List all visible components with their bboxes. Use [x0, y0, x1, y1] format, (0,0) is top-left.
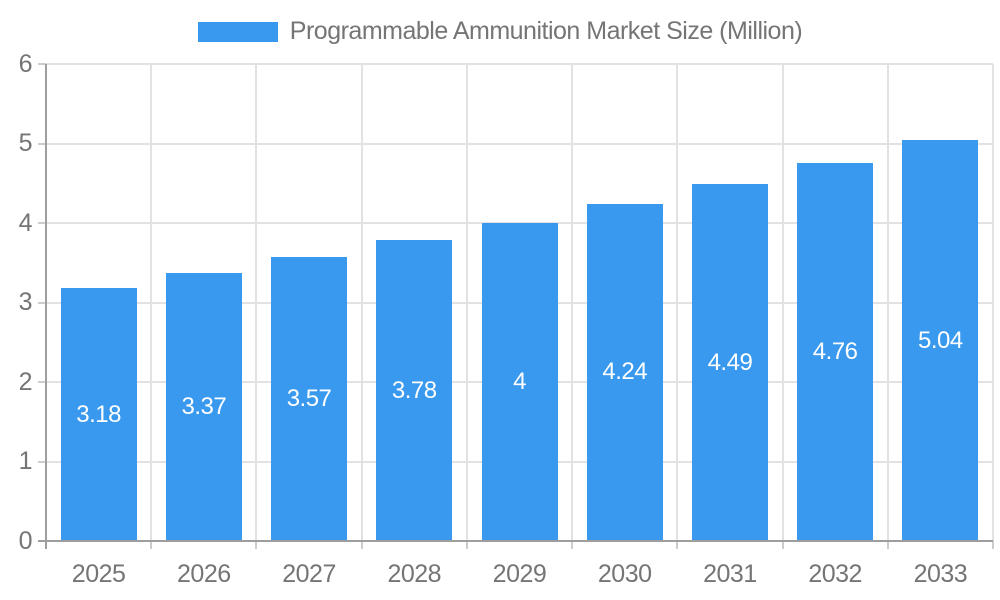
- bar-value-label: 4: [513, 368, 526, 395]
- h-gridline: [46, 63, 993, 65]
- y-axis-line: [45, 64, 47, 549]
- x-axis-tick: [360, 541, 363, 549]
- v-gridline: [150, 64, 153, 541]
- legend-swatch: [197, 21, 278, 42]
- bar[interactable]: [165, 273, 242, 541]
- h-gridline: [46, 142, 993, 145]
- y-tick-label: 3: [18, 288, 33, 316]
- x-axis-tick: [465, 541, 468, 549]
- x-axis-tick: [886, 541, 889, 549]
- v-gridline: [676, 64, 679, 541]
- bar[interactable]: [797, 162, 874, 541]
- bar-value-label: 4.49: [707, 348, 753, 376]
- bar-value-label: 4.76: [812, 337, 858, 365]
- y-tick-label: 2: [18, 367, 33, 396]
- y-axis-tick: [38, 301, 46, 304]
- x-axis-tick: [992, 541, 994, 549]
- x-axis-tick: [150, 541, 153, 549]
- x-axis-tick: [571, 541, 574, 549]
- x-tick-label: 2026: [177, 560, 231, 588]
- y-tick-label: 5: [18, 129, 33, 157]
- x-tick-label: 2032: [808, 560, 862, 588]
- bar-value-label: 5.04: [918, 326, 963, 354]
- y-axis-tick: [38, 222, 46, 224]
- x-tick-label: 2028: [387, 560, 442, 588]
- bar[interactable]: [60, 288, 137, 541]
- v-gridline: [781, 64, 784, 541]
- x-tick-label: 2033: [913, 560, 968, 588]
- y-tick-label: 4: [18, 208, 33, 237]
- bar[interactable]: [376, 240, 453, 541]
- legend[interactable]: Programmable Ammunition Market Size (Mil…: [0, 17, 1000, 46]
- x-tick-label: 2030: [597, 560, 652, 588]
- bar-value-label: 3.78: [391, 376, 437, 404]
- v-gridline: [465, 64, 468, 541]
- x-tick-label: 2027: [282, 560, 336, 588]
- x-axis-tick: [255, 541, 258, 549]
- v-gridline: [992, 64, 994, 541]
- bar[interactable]: [691, 184, 768, 541]
- legend-label: Programmable Ammunition Market Size (Mil…: [289, 17, 803, 45]
- x-axis-tick: [781, 541, 784, 549]
- bar-value-label: 3.18: [76, 400, 121, 428]
- y-axis-tick: [38, 142, 46, 145]
- v-gridline: [571, 64, 574, 541]
- x-axis-tick: [676, 541, 679, 549]
- y-tick-label: 6: [18, 49, 33, 78]
- y-axis-tick: [38, 460, 46, 463]
- bar-value-label: 3.37: [181, 393, 227, 421]
- y-tick-label: 0: [18, 526, 33, 555]
- v-gridline: [255, 64, 258, 541]
- x-tick-label: 2031: [703, 560, 757, 588]
- v-gridline: [886, 64, 889, 541]
- y-axis-tick: [38, 381, 46, 383]
- x-tick-label: 2025: [71, 560, 126, 588]
- v-gridline: [360, 64, 363, 541]
- bar[interactable]: [586, 203, 663, 541]
- y-axis-tick: [38, 63, 46, 65]
- bar[interactable]: [481, 223, 558, 541]
- bar-value-label: 4.24: [602, 358, 648, 386]
- x-axis-line: [38, 540, 993, 542]
- bar[interactable]: [271, 257, 348, 541]
- x-tick-label: 2029: [492, 560, 547, 588]
- bar[interactable]: [902, 140, 979, 541]
- y-tick-label: 1: [18, 447, 33, 475]
- bar-value-label: 3.57: [286, 385, 332, 413]
